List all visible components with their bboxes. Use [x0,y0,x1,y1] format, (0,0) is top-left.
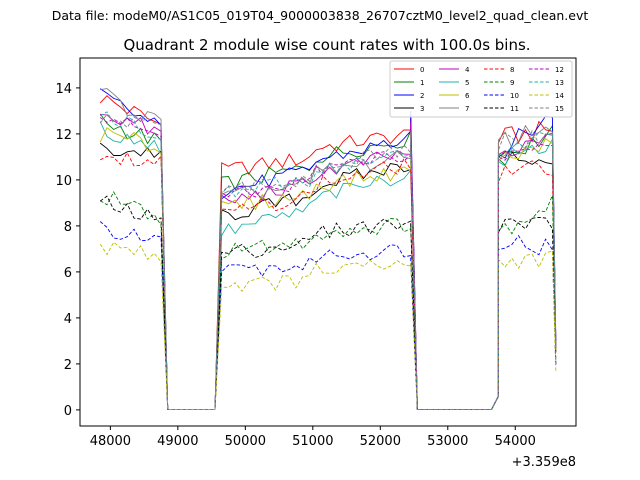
series-line-13 [99,111,557,410]
series-line-5 [99,121,557,410]
y-tick-label: 4 [64,312,72,327]
series-line-0 [99,95,557,410]
series-line-6 [99,127,557,410]
legend-label: 7 [465,105,469,113]
legend-label: 10 [510,92,519,100]
y-tick-label: 8 [64,220,72,235]
plot-lines [99,88,557,410]
x-offset-label: +3.359e8 [512,455,576,470]
y-tick-label: 14 [55,82,72,97]
x-tick-label: 54000 [495,434,536,449]
x-axis: 48000 49000 50000 51000 52000 53000 54000 [90,426,536,449]
legend-label: 8 [510,66,514,74]
series-line-4 [100,113,557,410]
legend-label: 4 [465,66,470,74]
legend-label: 6 [465,92,470,100]
legend-label: 3 [420,105,424,113]
x-tick-label: 52000 [360,434,401,449]
legend-label: 13 [555,79,564,87]
legend-label: 2 [420,92,424,100]
series-line-11 [99,195,557,410]
series-line-2 [99,88,557,410]
y-tick-label: 2 [64,358,72,373]
series-line-9 [99,191,557,410]
x-tick-label: 53000 [427,434,468,449]
series-line-7 [100,88,557,410]
legend-label: 1 [420,79,424,87]
y-tick-label: 12 [55,128,72,143]
x-tick-label: 48000 [90,434,131,449]
legend-label: 5 [465,79,469,87]
plot-frame [79,57,577,427]
y-axis: 0 2 4 6 8 10 12 14 [55,82,80,419]
series-line-14 [99,241,557,410]
x-tick-label: 50000 [225,434,266,449]
chart-title: Quadrant 2 module wise count rates with … [123,36,530,54]
y-tick-label: 6 [64,266,72,281]
legend-label: 11 [510,105,519,113]
series-line-3 [99,142,557,410]
legend-label: 9 [510,79,514,87]
suptitle: Data file: modeM0/AS1C05_019T04_90000038… [52,8,589,23]
series-line-10 [99,221,557,410]
legend-label: 12 [555,66,564,74]
x-tick-label: 51000 [292,434,333,449]
y-tick-label: 0 [64,404,72,419]
x-tick-label: 49000 [157,434,198,449]
series-line-15 [99,113,557,410]
legend-label: 0 [420,66,424,74]
legend-label: 14 [555,92,564,100]
y-tick-label: 10 [55,174,72,189]
legend-label: 15 [555,105,564,113]
legend-frame [389,60,573,118]
series-line-12 [99,117,557,410]
